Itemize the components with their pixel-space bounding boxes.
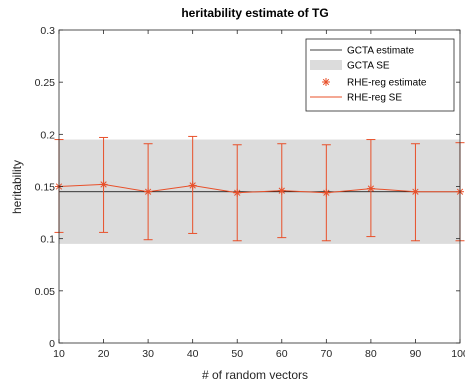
rhe-data-point: [188, 181, 197, 190]
rhe-data-point: [322, 188, 331, 197]
legend-gcta-se-swatch: [310, 60, 342, 70]
rhe-marker-stroke: [367, 185, 375, 192]
rhe-marker-stroke: [100, 181, 107, 188]
rhe-marker-stroke: [144, 188, 152, 195]
rhe-marker-stroke: [323, 189, 330, 196]
legend-rhe-estimate: RHE-reg estimate: [347, 78, 427, 89]
rhe-data-point: [277, 186, 286, 195]
rhe-data-point: [411, 187, 420, 196]
legend-marker-stroke: [322, 78, 330, 86]
x-tick-label: 60: [276, 348, 288, 360]
x-tick-label: 70: [320, 348, 332, 360]
y-tick-label: 0.15: [35, 182, 56, 194]
y-tick-label: 0.1: [40, 234, 55, 246]
legend-gcta-se: GCTA SE: [347, 61, 390, 72]
x-tick-label: 20: [98, 348, 110, 360]
x-tick-label: 90: [410, 348, 422, 360]
legend: GCTA estimate GCTA SE RHE-reg estimate RHE-…: [305, 38, 455, 112]
rhe-data-point: [144, 187, 153, 196]
rhe-estimate-line: [58, 183, 460, 194]
rhe-data-point: [366, 184, 375, 193]
chart-title: heritability estimate of TG: [181, 6, 328, 20]
y-tick-label: 0.2: [40, 129, 55, 141]
rhe-marker-stroke: [234, 189, 241, 196]
y-axis-label: heritability: [10, 160, 24, 214]
rhe-marker-stroke: [189, 182, 196, 189]
x-tick-label: 80: [365, 348, 377, 360]
x-tick-label: 10: [53, 348, 65, 360]
y-tick-label: 0.05: [35, 286, 56, 298]
rhe-data-point: [99, 180, 108, 189]
axes-layer: 10 20 30 40 50 60 70 80 90 100 0 0.05 0.1 0.15 0.2 0.25…: [35, 25, 465, 360]
legend-rhe-se: RHE-reg SE: [347, 93, 402, 104]
x-tick-label: 30: [142, 348, 154, 360]
legend-box: [305, 38, 455, 112]
y-tick-label: 0: [49, 338, 55, 350]
x-tick-label: 100: [451, 348, 465, 360]
legend-gcta-estimate: GCTA estimate: [347, 46, 414, 57]
rhe-marker-stroke: [278, 187, 285, 194]
rhe-marker-stroke: [412, 188, 419, 195]
legend-rhe-estimate-swatch: [322, 78, 330, 86]
x-axis-label: # of random vectors: [202, 368, 308, 381]
rhe-data-point: [233, 188, 242, 197]
y-tick-label: 0.3: [40, 25, 55, 37]
x-tick-label: 40: [187, 348, 199, 360]
x-tick-label: 50: [231, 348, 243, 360]
y-tick-label: 0.25: [35, 77, 56, 89]
